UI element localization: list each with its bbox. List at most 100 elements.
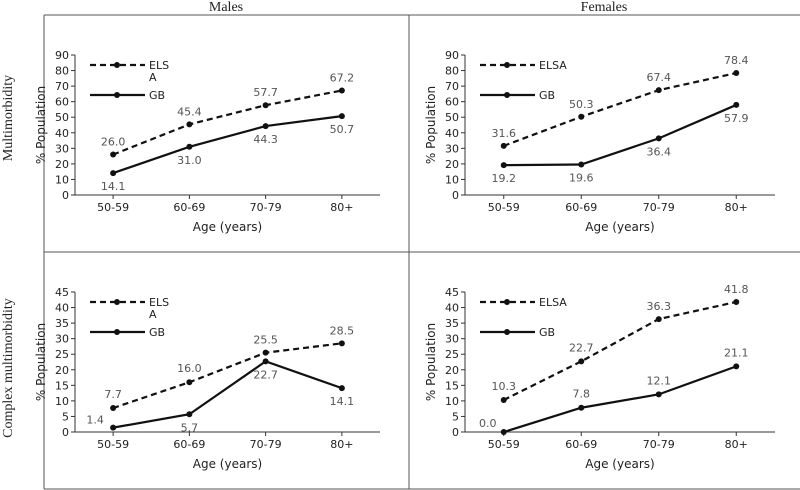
data-point	[655, 135, 662, 142]
data-label: 28.5	[330, 324, 355, 337]
data-point	[186, 121, 193, 128]
y-axis-title: % Population	[34, 86, 48, 164]
data-point	[186, 143, 193, 150]
data-label: 41.8	[724, 283, 749, 296]
series-line-elsa	[112, 89, 343, 156]
y-axis-title: % Population	[34, 323, 48, 401]
legend-label: GB	[539, 89, 555, 102]
y-tick-label: 20	[445, 158, 459, 171]
data-label: 16.0	[177, 362, 202, 375]
y-tick-label: 50	[445, 111, 459, 124]
data-point	[186, 379, 193, 386]
x-tick-label: 80+	[330, 201, 353, 214]
data-label: 19.2	[492, 172, 517, 185]
legend-marker	[504, 62, 510, 68]
y-tick-label: 35	[55, 317, 69, 330]
data-point	[338, 113, 345, 120]
series-line-elsa	[503, 300, 737, 401]
y-axis-title: % Population	[424, 86, 438, 164]
data-point	[338, 87, 345, 94]
data-label: 5.7	[181, 421, 199, 434]
data-point	[110, 170, 117, 177]
series-line-elsa	[503, 71, 737, 147]
data-point	[110, 424, 117, 431]
x-tick-label: 70-79	[250, 438, 282, 451]
legend-label: GB	[149, 326, 165, 339]
data-point	[110, 151, 117, 158]
data-label: 78.4	[724, 54, 749, 67]
x-tick-label: 70-79	[643, 438, 675, 451]
series-line-gb	[503, 365, 737, 434]
chart-panel: 0 10 20 30 40 50 60 70 80 90 50-59 60-69 70-79 80+ Age…	[34, 49, 380, 234]
series-line-gb	[112, 115, 343, 175]
data-label: 57.9	[724, 112, 749, 125]
data-label: 7.8	[573, 388, 591, 401]
data-label: 26.0	[101, 136, 126, 149]
y-tick-label: 5	[62, 410, 69, 423]
data-label: 31.0	[177, 154, 202, 167]
x-tick-label: 70-79	[643, 201, 675, 214]
data-label: 22.7	[569, 341, 594, 354]
x-tick-label: 80+	[725, 201, 748, 214]
y-tick-label: 30	[55, 142, 69, 155]
legend-marker	[504, 299, 510, 305]
y-tick-label: 80	[55, 65, 69, 78]
x-tick-label: 60-69	[565, 201, 597, 214]
y-tick-label: 80	[445, 65, 459, 78]
y-tick-label: 0	[62, 189, 69, 202]
x-tick-label: 50-59	[97, 201, 129, 214]
legend-marker	[114, 62, 120, 68]
data-point	[262, 349, 269, 356]
data-point	[655, 87, 662, 94]
data-point	[262, 123, 269, 130]
y-tick-label: 60	[445, 96, 459, 109]
data-label: 67.4	[647, 71, 672, 84]
data-label: 44.3	[253, 133, 278, 146]
legend-label: GB	[539, 326, 555, 339]
legend-marker	[114, 92, 120, 98]
x-tick-label: 50-59	[488, 438, 520, 451]
chart-panel: 0 5 10 15 20 25 30 35 40 45 50-59 60-69 70-79 80+ Age …	[34, 286, 380, 471]
x-tick-label: 80+	[725, 438, 748, 451]
row-header-multimorbidity: Multimorbidity	[1, 75, 16, 161]
y-tick-label: 0	[452, 189, 459, 202]
data-label: 57.7	[253, 86, 278, 99]
data-point	[500, 162, 507, 169]
y-tick-label: 40	[55, 127, 69, 140]
column-header-females: Females	[581, 0, 628, 15]
data-label: 1.4	[86, 414, 104, 427]
series-line-gb	[112, 360, 343, 429]
y-tick-label: 70	[445, 80, 459, 93]
data-point	[655, 391, 662, 398]
series-line-elsa	[112, 342, 343, 410]
y-tick-label: 0	[62, 426, 69, 439]
y-tick-label: 25	[55, 348, 69, 361]
x-tick-label: 50-59	[97, 438, 129, 451]
column-header-males: Males	[209, 0, 243, 15]
y-tick-label: 90	[445, 49, 459, 62]
legend-label: ELS	[149, 59, 169, 72]
data-label: 19.6	[569, 172, 594, 185]
data-label: 50.7	[330, 123, 355, 136]
data-point	[655, 316, 662, 323]
y-tick-label: 0	[452, 426, 459, 439]
legend-label: A	[149, 308, 157, 321]
data-point	[110, 405, 117, 412]
data-point	[500, 396, 507, 403]
x-tick-label: 80+	[330, 438, 353, 451]
data-label: 12.1	[647, 374, 672, 387]
legend-label: ELS	[149, 296, 169, 309]
y-tick-label: 10	[55, 395, 69, 408]
data-label: 36.3	[647, 300, 672, 313]
data-point	[186, 411, 193, 418]
data-point	[500, 429, 507, 435]
y-tick-label: 20	[55, 364, 69, 377]
y-tick-label: 15	[55, 379, 69, 392]
y-tick-label: 10	[445, 395, 459, 408]
y-tick-label: 40	[445, 127, 459, 140]
y-tick-label: 25	[445, 348, 459, 361]
y-axis-title: % Population	[424, 323, 438, 401]
legend-marker	[114, 299, 120, 305]
data-label: 21.1	[724, 346, 749, 359]
